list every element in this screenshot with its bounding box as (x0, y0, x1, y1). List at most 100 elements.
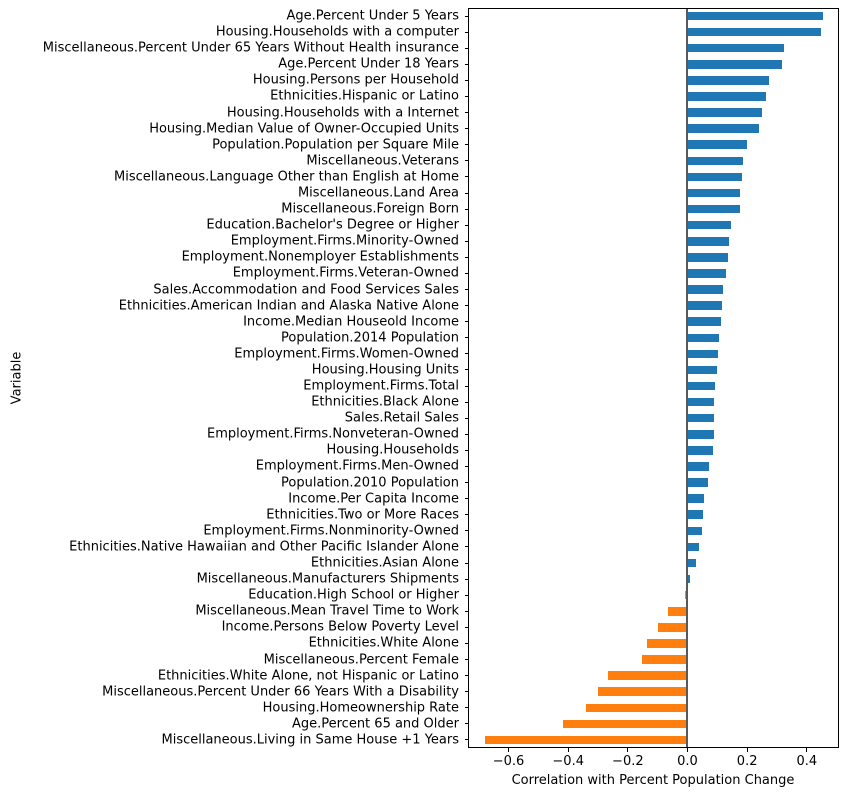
axes-frame (468, 8, 839, 748)
y-tick-label: Housing.Households with a computer (215, 24, 459, 40)
bar (687, 92, 767, 101)
bar (642, 655, 688, 664)
x-tick-label: −0.6 (492, 754, 525, 769)
y-tick-label: Employment.Nonemployer Establishments (181, 249, 459, 265)
bar (687, 413, 715, 423)
y-tick-labels: Age.Percent Under 5 Years Housing.Househo… (42, 8, 459, 748)
y-tick-label: Miscellaneous.Land Area (297, 185, 459, 201)
bar (687, 558, 697, 568)
bar (687, 108, 763, 117)
bar (687, 269, 727, 278)
x-tick-label: 0.4 (796, 754, 818, 769)
y-tick-label: Miscellaneous.Percent Under 65 Years Wit… (42, 40, 459, 56)
bar (687, 43, 785, 53)
y-tick-label: Employment.Firms.Nonveteran-Owned (206, 426, 459, 442)
y-tick-label: Housing.Homeownership Rate (262, 700, 459, 716)
y-tick-label: Education.Bachelor's Degree or Higher (206, 217, 459, 233)
bar (484, 735, 688, 745)
y-tick-label: Housing.Median Value of Owner-Occupied U… (149, 121, 459, 137)
y-tick-label: Income.Per Capita Income (288, 491, 459, 507)
y-tick-label: Miscellaneous.Veterans (306, 153, 459, 169)
bar (687, 204, 740, 214)
bar (687, 430, 715, 439)
bar (687, 140, 748, 149)
x-tick-label: 0.0 (677, 754, 698, 769)
bar (687, 446, 713, 455)
y-tick-label: Miscellaneous.Foreign Born (281, 201, 459, 217)
bar (687, 494, 705, 503)
bar (687, 301, 723, 310)
bar (687, 76, 770, 85)
y-tick-label: Population.2014 Population (281, 330, 459, 346)
bar (685, 590, 688, 600)
plot-area (468, 8, 839, 748)
bar (687, 333, 720, 343)
y-tick-label: Population.2010 Population (281, 475, 459, 491)
y-tick-label: Income.Persons Below Poverty Level (221, 619, 459, 635)
y-tick-label: Employment.Firms.Minority-Owned (230, 233, 459, 249)
y-tick-label: Ethnicities.Two or More Races (266, 507, 459, 523)
x-tick-mark (567, 748, 569, 752)
y-tick-label: Sales.Retail Sales (344, 410, 459, 426)
bar (687, 510, 704, 519)
bar (586, 703, 688, 713)
x-tick-mark (746, 748, 748, 752)
bar (647, 639, 688, 648)
y-tick-label: Income.Median Houseold Income (243, 314, 459, 330)
y-tick-label: Education.High School or Higher (248, 587, 459, 603)
y-tick-label: Age.Percent Under 18 Years (278, 56, 459, 72)
x-tick-mark (686, 748, 688, 752)
bar (562, 719, 688, 729)
bar (687, 462, 709, 471)
y-tick-label: Miscellaneous.Percent Female (263, 652, 459, 668)
x-tick-mark (806, 748, 808, 752)
x-tick-label: −0.2 (612, 754, 644, 769)
y-tick-label: Age.Percent 65 and Older (291, 716, 459, 732)
y-tick-label: Employment.Firms.Men-Owned (255, 458, 459, 474)
y-tick-label: Sales.Accommodation and Food Services Sa… (153, 282, 459, 298)
bar (687, 156, 744, 166)
bar (687, 60, 783, 69)
y-tick-label: Miscellaneous.Living in Same House +1 Ye… (161, 732, 459, 748)
y-tick-label: Employment.Firms.Veteran-Owned (232, 265, 459, 281)
bar (667, 607, 688, 616)
y-tick-label: Miscellaneous.Percent Under 66 Years Wit… (102, 684, 459, 700)
y-tick-label: Miscellaneous.Mean Travel Time to Work (195, 603, 459, 619)
y-tick-label: Housing.Households with a Internet (226, 105, 459, 121)
y-tick-label: Ethnicities.White Alone (308, 635, 459, 651)
y-tick-label: Miscellaneous.Manufacturers Shipments (196, 571, 459, 587)
bar (687, 397, 715, 407)
bar (687, 220, 732, 230)
y-tick-label: Ethnicities.Asian Alone (310, 555, 459, 571)
bar (687, 172, 743, 182)
bar (687, 285, 724, 294)
bar (687, 478, 709, 487)
y-tick-label: Employment.Firms.Nonminority-Owned (203, 523, 459, 539)
x-tick-mark (508, 748, 510, 752)
x-tick-mark (627, 748, 629, 752)
bar (687, 253, 729, 262)
y-tick-label: Age.Percent Under 5 Years (286, 8, 459, 24)
x-axis-title: Correlation with Percent Population Chan… (511, 773, 795, 788)
x-tick-label: 0.2 (736, 754, 758, 769)
y-tick-label: Ethnicities.American Indian and Alaska N… (118, 298, 459, 314)
bar (687, 27, 821, 37)
bar (608, 671, 688, 680)
y-tick-label: Ethnicities.Black Alone (311, 394, 459, 410)
y-tick-label: Ethnicities.White Alone, not Hispanic or… (157, 668, 459, 684)
bar (687, 574, 690, 584)
zero-line (686, 8, 689, 748)
y-tick-label: Housing.Persons per Household (252, 72, 459, 88)
y-tick-label: Miscellaneous.Language Other than Englis… (114, 169, 459, 185)
bar (687, 381, 716, 391)
bar (687, 542, 699, 552)
bar (687, 188, 741, 198)
y-tick-label: Employment.Firms.Total (303, 378, 459, 394)
bar (687, 124, 760, 133)
y-tick-label: Population.Population per Square Mile (212, 137, 459, 153)
bar (687, 526, 703, 536)
bar (687, 349, 719, 359)
bar (597, 687, 688, 696)
y-tick-label: Housing.Housing Units (311, 362, 459, 378)
